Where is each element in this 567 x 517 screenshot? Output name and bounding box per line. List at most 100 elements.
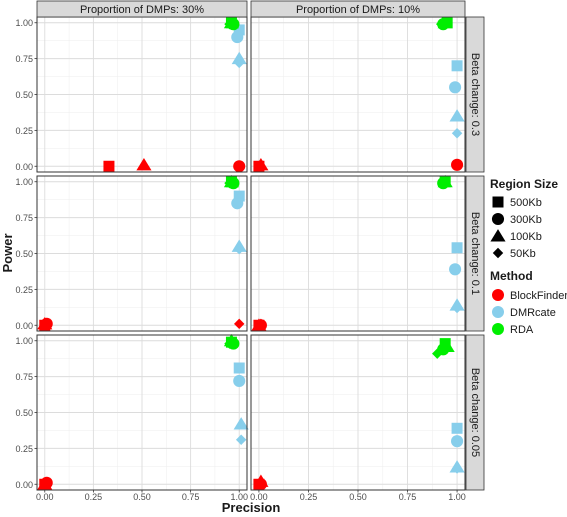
y-tick-labels: 0.00 0.25 0.50 0.75 1.00 0.00 0.25 0.50 0.75 1.00…: [15, 18, 37, 490]
row-strip-1-label: Beta change: 0.1: [469, 212, 481, 295]
grid-layer: [37, 17, 465, 490]
data-point-dmrcate-100kb: [449, 109, 465, 122]
y-tick-label: 0.25: [15, 285, 33, 295]
data-point-dmrcate-300kb: [233, 374, 246, 387]
data-point-rda-100kb: [439, 339, 455, 352]
data-point-blockfinder-50kb: [253, 161, 265, 172]
y-tick-label: 1.00: [15, 177, 33, 187]
data-point-blockfinder-50kb: [255, 318, 267, 330]
data-point-blockfinder-50kb: [233, 161, 245, 172]
legend-method-label: BlockFinder: [510, 290, 567, 302]
y-tick-label: 0.25: [15, 444, 33, 454]
data-point-dmrcate-300kb: [231, 197, 244, 210]
legend-diamond-icon: [492, 247, 504, 259]
points-layer: [37, 15, 465, 491]
x-tick-label: 0.00: [36, 492, 54, 502]
y-tick-label: 0.00: [15, 480, 33, 490]
data-point-dmrcate-50kb: [451, 302, 463, 314]
row-strip-0: Beta change: 0.3: [465, 16, 485, 173]
data-point-blockfinder-50kb: [41, 479, 52, 490]
column-strip-1-label: Proportion of DMPs: 10%: [296, 4, 420, 16]
data-point-dmrcate-50kb: [233, 57, 245, 69]
data-point-dmrcate-50kb: [451, 463, 463, 474]
data-point-dmrcate-500kb: [451, 242, 463, 254]
data-point-dmrcate-500kb: [451, 60, 463, 72]
row-strip-0-label: Beta change: 0.3: [469, 53, 481, 136]
x-tick-label: 0.75: [182, 492, 200, 502]
row-strip-1: Beta change: 0.1: [465, 175, 485, 332]
data-point-dmrcate-300kb: [449, 263, 462, 276]
row-strip-2: Beta change: 0.05: [465, 334, 485, 491]
x-tick-label: 0.50: [349, 492, 367, 502]
x-tick-label: 0.50: [133, 492, 151, 502]
data-point-dmrcate-300kb: [449, 81, 462, 94]
column-strip-1-bg: [250, 0, 466, 18]
x-tick-label: 0.25: [300, 492, 318, 502]
legend-method-swatch-icon: [492, 323, 504, 335]
legend-size-label: 50Kb: [510, 248, 536, 260]
data-point-blockfinder-50kb: [253, 479, 265, 490]
legend-method-swatch-icon: [492, 289, 504, 301]
row-strip-1-bg: [465, 175, 485, 332]
legend-method-swatch-icon: [492, 306, 504, 318]
y-tick-label: 0.75: [15, 213, 33, 223]
panel-1-1-border: [250, 175, 466, 332]
x-tick-labels: 0.00 0.25 0.50 0.75 1.00 0.00 0.25 0.50 0.75 1.00: [36, 490, 466, 502]
data-point-rda-50kb: [224, 177, 235, 189]
data-point-dmrcate-500kb: [451, 422, 463, 434]
data-point-rda-50kb: [432, 348, 443, 359]
y-tick-label: 1.00: [15, 336, 33, 346]
y-tick-label: 0.00: [15, 162, 33, 172]
legend-triangle-icon: [490, 229, 506, 242]
column-strip-0: Proportion of DMPs: 30%: [36, 0, 248, 18]
data-point-blockfinder-100kb: [136, 157, 152, 171]
x-tick-label: 0.75: [399, 492, 417, 502]
x-axis-title: Precision: [222, 500, 281, 515]
y-tick-label: 0.50: [15, 408, 33, 418]
x-tick-label: 1.00: [230, 492, 248, 502]
data-point-dmrcate-500kb: [233, 362, 245, 374]
legend-method-title: Method: [490, 269, 533, 283]
data-point-rda-50kb: [224, 338, 235, 349]
data-point-dmrcate-300kb: [231, 31, 244, 44]
y-tick-label: 0.75: [15, 54, 33, 64]
column-strip-0-label: Proportion of DMPs: 30%: [80, 4, 204, 16]
legend-method-label: DMRcate: [510, 307, 556, 319]
x-tick-label: 0.25: [85, 492, 103, 502]
data-point-rda-50kb: [437, 177, 449, 189]
data-point-dmrcate-50kb: [233, 243, 245, 255]
data-point-dmrcate-50kb: [235, 434, 247, 445]
data-point-blockfinder-300kb: [451, 158, 464, 171]
data-point-dmrcate-100kb: [233, 417, 249, 430]
data-point-rda-50kb: [435, 18, 447, 30]
y-tick-label: 0.75: [15, 372, 33, 382]
legend-method-label: RDA: [510, 324, 534, 336]
legend: Region Size 500Kb 300Kb 100Kb 50Kb Method B…: [490, 177, 567, 336]
row-strip-0-bg: [465, 16, 485, 173]
x-tick-label: 0.00: [250, 492, 268, 502]
row-strip-2-label: Beta change: 0.05: [469, 368, 481, 457]
data-point-dmrcate-500kb: [233, 24, 245, 36]
y-tick-label: 0.50: [15, 249, 33, 259]
data-point-dmrcate-500kb: [233, 190, 245, 202]
data-point-blockfinder-500kb: [103, 160, 115, 172]
data-point-blockfinder-100kb: [37, 316, 53, 330]
y-tick-label: 1.00: [15, 18, 33, 28]
y-axis-title: Power: [0, 233, 15, 272]
data-point-dmrcate-50kb: [451, 128, 463, 139]
legend-size-title: Region Size: [490, 177, 558, 191]
column-strip-1: Proportion of DMPs: 10%: [250, 0, 466, 18]
legend-size-label: 100Kb: [510, 231, 542, 243]
row-strip-2-bg: [465, 334, 485, 491]
x-tick-label: 1.00: [448, 492, 466, 502]
data-point-rda-50kb: [224, 18, 235, 30]
data-point-blockfinder-50kb: [233, 318, 245, 330]
y-tick-label: 0.25: [15, 126, 33, 136]
y-tick-label: 0.00: [15, 321, 33, 331]
legend-size-label: 300Kb: [510, 214, 542, 226]
legend-square-icon: [492, 196, 504, 208]
column-strip-0-bg: [36, 0, 248, 18]
y-tick-label: 0.50: [15, 90, 33, 100]
legend-size-label: 500Kb: [510, 197, 542, 209]
